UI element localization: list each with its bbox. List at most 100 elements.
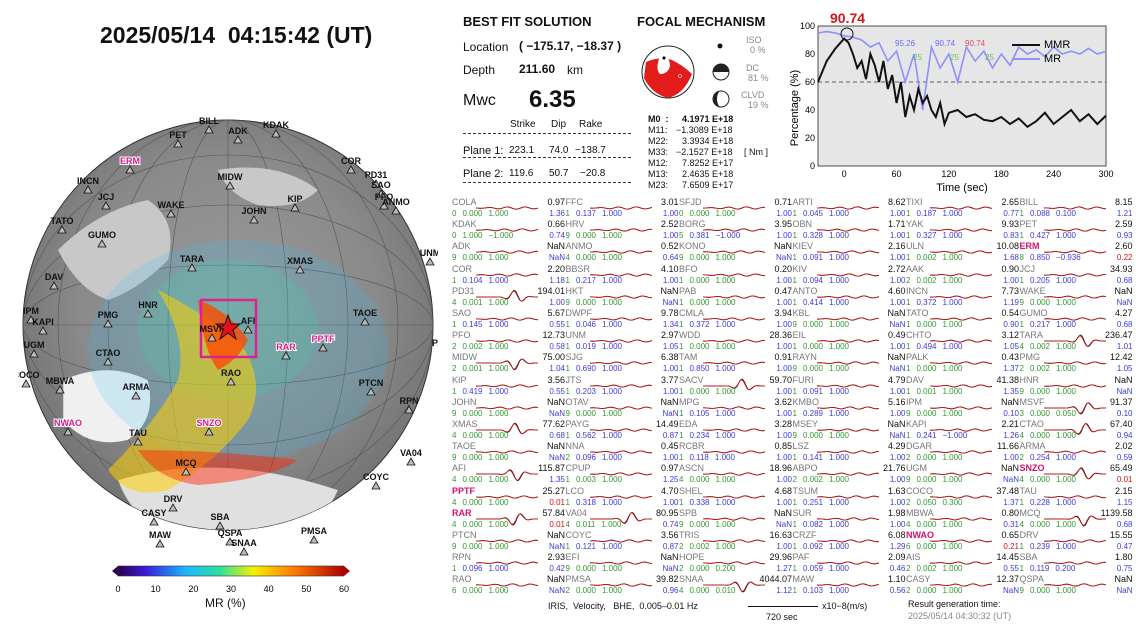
waveform-trace [816,339,879,343]
station-triangle-icon [204,125,214,134]
station-stats: 0 0.000 1.000 [679,209,792,218]
station-shift: 0.000 [1029,297,1050,307]
station-flag: 1 [906,364,911,374]
station-vr-value: 0.94 [1116,431,1133,440]
station-marker-qspa: QSPA [218,528,243,546]
station-mr-value: NaN [546,574,565,585]
station-cell: AAK 0.90 2 0.002 1.000 1.00 [906,264,1019,287]
station-vr-value: 0.59 [1116,453,1133,463]
station-corr: 1.000 [715,408,736,418]
station-stats: 2 0.002 1.000 [679,542,792,551]
waveform-trace [703,539,765,543]
waveform-trace [703,228,765,232]
station-shift: 0.000 [689,475,710,485]
station-code: IPM [906,396,923,407]
station-vr-value: 0.68 [549,431,565,440]
waveform-trace [589,450,652,454]
station-label: CTAO [96,348,121,358]
station-mr-value: 2.60 [1114,241,1133,252]
station-flag: 1 [906,386,911,396]
y-tick-label: 60 [805,77,815,87]
station-corr: 1.000 [601,253,623,263]
mwc-value: 6.35 [529,86,576,113]
waveform-trace [476,406,538,410]
station-cell: EDA 3.28 1 0.234 1.000 1.00 [679,419,792,442]
station-stats: 1 0.082 1.000 [793,520,906,529]
station-mr-value: 1139.58 [1100,507,1133,518]
station-vr-value: 1.37 [1003,364,1019,374]
station-shift: 0.318 [575,497,596,507]
station-label: ADK [228,126,248,136]
station-label: AFI [241,316,256,326]
station-shift: 0.203 [575,386,596,396]
station-vr-value: 0.21 [1003,542,1019,551]
station-cell: PPTF 25.27 4 0.000 1.000 0.01 [452,486,565,509]
station-code: ARMA [1019,441,1046,452]
station-vr-value: 0.68 [1116,275,1133,285]
station-flag: 1 [452,564,457,574]
station-stats: 1 0.119 0.200 [1020,564,1133,573]
station-code: UNM [565,330,587,341]
m12-value: 7.8252 E+17 [682,158,734,168]
station-code: CASY [906,574,931,585]
station-mr-value: 3.95 [774,219,792,230]
station-stats: 1 0.217 1.000 [1020,320,1133,329]
waveform-trace [703,406,765,410]
station-shift: 0.002 [462,342,483,352]
station-stats: 9 0.000 1.000 [679,520,792,529]
m22-label: M22: [648,136,669,146]
station-marker-rar: RAR [275,341,297,360]
station-cell: FFC 3.01 1 0.137 1.000 1.00 [566,197,679,220]
station-cell: MSEY NaN 9 0.000 1.000 NaN [793,419,906,442]
station-mr-value: 2.65 [1001,197,1019,207]
station-cell: HOPE 29.96 2 0.000 0.200 1.27 [679,552,792,575]
clvd-icon [712,90,730,108]
station-stats: 4 0.000 1.000 [452,431,565,440]
mr-colorbar: 0 10 20 30 40 50 60 [112,565,350,594]
x-tick-label: 300 [1098,169,1113,179]
station-mr-value: 9.93 [1001,219,1019,230]
station-vr-value: 1.68 [1003,253,1019,263]
station-code: CPUP [565,463,591,474]
station-corr: 1.000 [488,342,509,352]
station-stats: 1 0.217 1.000 [566,276,679,285]
station-code: DGAR [906,441,933,452]
station-corr: 1.000 [601,564,623,574]
station-cell: OBN 1.71 1 0.328 1.000 1.00 [793,219,906,242]
station-label: BILL [199,116,219,126]
station-vr-value: 1.00 [776,364,792,374]
waveform-trace [930,561,992,565]
depth-value: 211.60 [519,62,556,76]
station-corr: 1.000 [601,408,623,418]
station-mr-value: 10.08 [996,241,1019,252]
station-mr-value: NaN [660,396,679,407]
station-flag: 6 [906,542,911,551]
waveform-trace [589,406,652,410]
station-triangle-icon [295,265,305,274]
station-corr: 1.000 [488,431,509,440]
station-mr-value: 6.08 [887,530,906,540]
station-mr-value: 12.37 [996,574,1019,585]
station-cell: ASCN 18.96 4 0.000 1.000 1.00 [679,463,792,486]
waveform-trace [589,428,652,432]
station-code: MIDW [452,352,477,363]
station-code: TRIS [679,530,700,540]
station-mr-value: NaN [1114,374,1133,385]
station-stats: 4 0.000 1.000 [452,475,565,484]
station-cell: TAU 2.15 1 0.228 1.000 1.15 [1020,486,1133,509]
station-mr-value: 4.29 [887,441,906,452]
station-flag: 4 [565,253,570,263]
station-corr: 1.000 [1055,342,1077,352]
station-shift: 0.000 [462,519,483,529]
station-flag: 0 [452,231,457,241]
station-cell: PAF 2.09 1 0.059 1.000 0.46 [793,552,906,575]
m13-label: M13: [648,169,669,179]
station-triangle-icon [204,427,214,436]
station-mr-value: 0.90 [1001,263,1019,274]
station-vr-value: NaN [548,586,565,596]
station-code: TARA [1019,330,1043,341]
station-code: JOHN [452,396,477,407]
waveform-trace [703,272,765,277]
chart-xlabel: Time (sec) [936,182,988,194]
station-stats: 2 0.000 0.200 [679,564,792,573]
